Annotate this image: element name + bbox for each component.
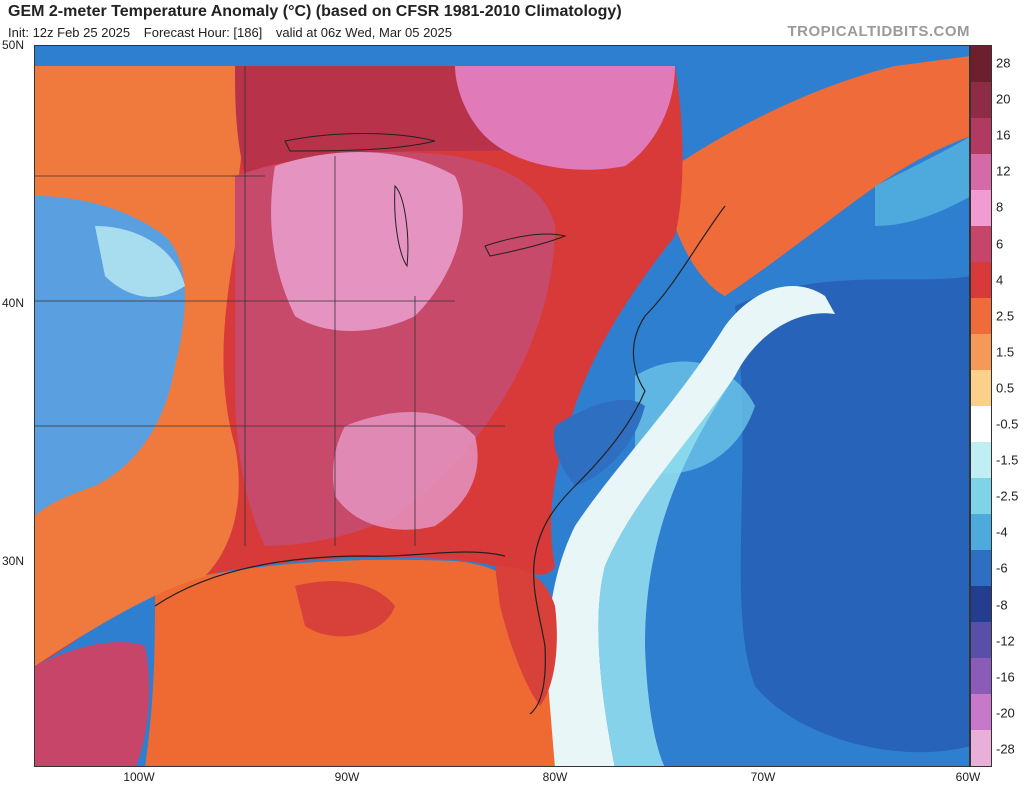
gulf-hot-core: [295, 581, 395, 637]
west-light-patch: [95, 226, 185, 297]
lake-michigan: [394, 184, 409, 268]
ocean-cold-patch: [735, 276, 969, 753]
colorbar-label: -16: [996, 669, 1015, 685]
colorbar-label: 12: [996, 163, 1011, 179]
colorbar-swatch: [971, 694, 991, 730]
lon-label-100w: 100W: [123, 770, 155, 784]
lon-label-60w: 60W: [955, 770, 981, 784]
map-title: GEM 2-meter Temperature Anomaly (°C) (ba…: [8, 3, 622, 20]
colorbar-label: -2.5: [996, 488, 1019, 504]
state-boundaries: [35, 66, 505, 546]
brand-watermark: TROPICALTIDBITS.COM: [787, 23, 970, 40]
shelf-cyan: [598, 376, 735, 766]
colorbar-label: -4: [996, 524, 1008, 540]
northeast-warm-band: [675, 56, 969, 296]
colorbar-label: -28: [996, 741, 1015, 757]
lat-label-30n: 30N: [2, 554, 25, 568]
colorbar-swatch: [971, 226, 991, 262]
midwest-pink: [271, 152, 463, 331]
colorbar-swatch: [971, 658, 991, 694]
carolina-cool: [553, 399, 645, 486]
colorbar-swatch: [971, 262, 991, 298]
valid-time: valid at 06z Wed, Mar 05 2025: [275, 25, 452, 40]
gulf-coastline: [154, 551, 506, 607]
southeast-pink: [333, 412, 478, 530]
lon-label-70w: 70W: [750, 770, 776, 784]
colorbar-label: 28: [996, 55, 1011, 71]
colorbar-label: -12: [996, 633, 1015, 649]
shelf-band: [546, 286, 835, 766]
colorbar-swatch: [971, 514, 991, 550]
colorbar-swatch: [971, 190, 991, 226]
colorbar-swatch: [971, 730, 991, 766]
colorbar-label: 4: [996, 272, 1004, 288]
gulf-warm: [145, 559, 555, 766]
colorbar-label: 1.5: [996, 344, 1015, 360]
colorbar-swatch: [971, 118, 991, 154]
lake-erie: [484, 233, 567, 257]
nova-scotia-cool: [875, 137, 969, 226]
colorbar-label: 20: [996, 91, 1011, 107]
lat-label-40n: 40N: [2, 296, 25, 310]
colorbar-label: -8: [996, 597, 1008, 613]
colorbar: [970, 45, 992, 767]
colorbar-swatch: [971, 478, 991, 514]
forecast-hour: Forecast Hour: [186]: [143, 25, 263, 40]
init-time: Init: 12z Feb 25 2025: [8, 25, 131, 40]
east-coastline: [529, 205, 726, 715]
anomaly-map-svg: [35, 46, 969, 766]
colorbar-label: -1.5: [996, 452, 1019, 468]
mexico-pink: [35, 642, 150, 766]
colorbar-label: -20: [996, 705, 1015, 721]
colorbar-label: -6: [996, 560, 1008, 576]
colorbar-label: 16: [996, 127, 1011, 143]
colorbar-label: 0.5: [996, 380, 1015, 396]
colorbar-swatch: [971, 82, 991, 118]
colorbar-swatch: [971, 550, 991, 586]
colorbar-swatch: [971, 622, 991, 658]
colorbar-swatch: [971, 406, 991, 442]
quebec-pink: [455, 66, 675, 170]
colorbar-label: 6: [996, 236, 1004, 252]
anomaly-map: [34, 45, 970, 767]
florida-peninsula: [495, 566, 557, 706]
colorbar-labels: 28 20 16 12 8 6 4 2.5 1.5 0.5 -0.5 -1.5 -2.5 -4 -6 -8 -1…: [996, 45, 1024, 767]
colorbar-label: 8: [996, 199, 1004, 215]
colorbar-swatch: [971, 154, 991, 190]
lake-superior: [284, 133, 436, 152]
map-subtitle: Init: 12z Feb 25 2025 Forecast Hour: [18…: [8, 25, 462, 40]
colorbar-label: -0.5: [996, 416, 1019, 432]
colorbar-swatch: [971, 442, 991, 478]
colorbar-swatch: [971, 298, 991, 334]
colorbar-swatch: [971, 370, 991, 406]
colorbar-swatch: [971, 334, 991, 370]
colorbar-swatch: [971, 586, 991, 622]
lon-label-80w: 80W: [542, 770, 568, 784]
lon-label-90w: 90W: [334, 770, 360, 784]
colorbar-label: 2.5: [996, 308, 1015, 324]
colorbar-swatch: [971, 46, 991, 82]
lat-label-50n: 50N: [2, 38, 25, 52]
